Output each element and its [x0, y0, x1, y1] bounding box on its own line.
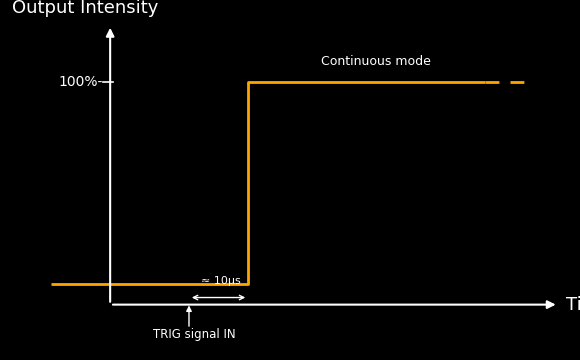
Text: 100%-: 100%-	[59, 75, 103, 89]
Text: Continuous mode: Continuous mode	[321, 54, 431, 68]
Text: Output Intensity: Output Intensity	[12, 0, 158, 17]
Text: ≈ 10µs: ≈ 10µs	[201, 276, 241, 287]
Text: TRIG signal IN: TRIG signal IN	[153, 328, 235, 341]
Text: Time: Time	[566, 296, 580, 314]
